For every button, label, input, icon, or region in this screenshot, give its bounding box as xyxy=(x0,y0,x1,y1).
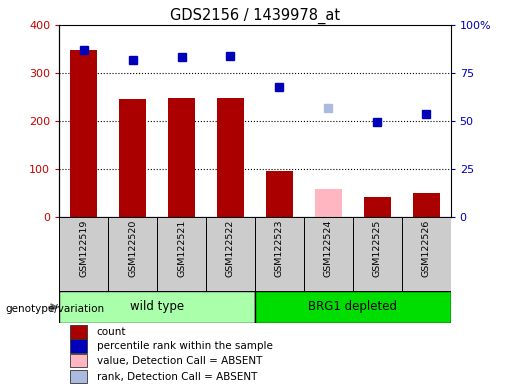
Text: BRG1 depleted: BRG1 depleted xyxy=(308,300,397,313)
Bar xyxy=(315,189,342,217)
Bar xyxy=(255,291,451,323)
Bar xyxy=(413,193,440,217)
Title: GDS2156 / 1439978_at: GDS2156 / 1439978_at xyxy=(170,7,340,23)
Bar xyxy=(255,217,304,292)
Text: GSM122520: GSM122520 xyxy=(128,219,137,276)
Text: GSM122526: GSM122526 xyxy=(422,219,431,276)
Bar xyxy=(402,217,451,292)
Bar xyxy=(70,370,87,383)
Text: percentile rank within the sample: percentile rank within the sample xyxy=(97,341,273,351)
Bar xyxy=(353,217,402,292)
Text: GSM122523: GSM122523 xyxy=(275,219,284,277)
Text: wild type: wild type xyxy=(130,300,184,313)
Text: genotype/variation: genotype/variation xyxy=(5,304,104,314)
Bar xyxy=(119,99,146,217)
Text: GSM122519: GSM122519 xyxy=(79,219,88,276)
Text: value, Detection Call = ABSENT: value, Detection Call = ABSENT xyxy=(97,356,262,366)
Bar xyxy=(70,325,87,339)
Text: GSM122524: GSM122524 xyxy=(324,219,333,276)
Bar xyxy=(168,98,195,217)
Bar xyxy=(157,217,206,292)
Bar xyxy=(206,217,255,292)
Bar xyxy=(70,339,87,353)
Bar xyxy=(59,291,255,323)
Bar xyxy=(108,217,157,292)
Text: GSM122522: GSM122522 xyxy=(226,219,235,276)
Bar xyxy=(70,354,87,367)
Bar xyxy=(70,50,97,217)
Text: count: count xyxy=(97,327,126,337)
Text: GSM122525: GSM122525 xyxy=(373,219,382,276)
Bar xyxy=(59,217,108,292)
Text: GSM122521: GSM122521 xyxy=(177,219,186,276)
Bar xyxy=(304,217,353,292)
Text: rank, Detection Call = ABSENT: rank, Detection Call = ABSENT xyxy=(97,372,257,382)
Bar xyxy=(266,171,293,217)
Bar xyxy=(217,98,244,217)
Bar xyxy=(364,197,391,217)
